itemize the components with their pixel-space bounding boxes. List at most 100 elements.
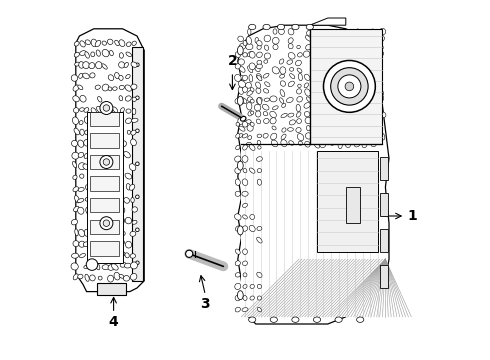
Ellipse shape (243, 226, 247, 231)
Ellipse shape (337, 61, 342, 66)
Ellipse shape (314, 119, 319, 125)
Ellipse shape (328, 57, 336, 64)
Ellipse shape (131, 118, 138, 122)
Bar (380, 229, 388, 252)
Ellipse shape (108, 184, 115, 192)
Ellipse shape (339, 29, 344, 35)
Ellipse shape (124, 63, 128, 68)
Polygon shape (242, 144, 382, 317)
Ellipse shape (371, 126, 376, 132)
Ellipse shape (114, 272, 120, 280)
Ellipse shape (362, 30, 368, 37)
Ellipse shape (102, 49, 109, 57)
Ellipse shape (247, 51, 253, 57)
Ellipse shape (379, 51, 384, 56)
Ellipse shape (243, 273, 247, 277)
Ellipse shape (117, 184, 123, 191)
Ellipse shape (86, 207, 90, 214)
Ellipse shape (305, 89, 311, 96)
Ellipse shape (337, 120, 343, 123)
Ellipse shape (250, 296, 254, 300)
Ellipse shape (98, 96, 102, 102)
Ellipse shape (346, 66, 353, 73)
Ellipse shape (256, 119, 261, 124)
Ellipse shape (295, 60, 301, 66)
Ellipse shape (263, 133, 268, 138)
Ellipse shape (245, 82, 251, 88)
Ellipse shape (79, 73, 83, 78)
Ellipse shape (304, 112, 310, 117)
Ellipse shape (235, 261, 241, 266)
Ellipse shape (90, 184, 94, 190)
Circle shape (323, 60, 375, 112)
Ellipse shape (247, 125, 253, 131)
Ellipse shape (339, 112, 344, 118)
Ellipse shape (120, 141, 126, 147)
Ellipse shape (91, 39, 97, 46)
Ellipse shape (361, 89, 368, 95)
Bar (346, 187, 360, 223)
Ellipse shape (281, 134, 286, 140)
Ellipse shape (238, 36, 244, 42)
Ellipse shape (240, 98, 245, 104)
Ellipse shape (346, 90, 351, 95)
Ellipse shape (91, 52, 95, 57)
Circle shape (100, 156, 113, 168)
Ellipse shape (296, 89, 301, 94)
Ellipse shape (362, 95, 368, 102)
Ellipse shape (83, 242, 89, 247)
Ellipse shape (131, 62, 137, 67)
Bar (87, 112, 122, 263)
Ellipse shape (243, 87, 247, 93)
Circle shape (331, 68, 368, 105)
Ellipse shape (130, 139, 136, 146)
Ellipse shape (289, 120, 295, 125)
Ellipse shape (346, 59, 351, 63)
Ellipse shape (288, 113, 294, 117)
Ellipse shape (255, 37, 259, 43)
Circle shape (338, 75, 361, 98)
Ellipse shape (247, 90, 253, 95)
Ellipse shape (370, 105, 376, 110)
Ellipse shape (257, 284, 262, 289)
Ellipse shape (239, 66, 245, 72)
Ellipse shape (78, 188, 84, 192)
Ellipse shape (270, 317, 277, 323)
Ellipse shape (78, 85, 83, 90)
Ellipse shape (96, 195, 101, 201)
Ellipse shape (102, 176, 108, 181)
Ellipse shape (107, 152, 112, 157)
Ellipse shape (256, 52, 262, 58)
Ellipse shape (247, 28, 251, 35)
Ellipse shape (90, 251, 94, 257)
Ellipse shape (108, 198, 114, 202)
Ellipse shape (240, 43, 245, 49)
Ellipse shape (305, 133, 312, 139)
Ellipse shape (304, 103, 310, 108)
Ellipse shape (119, 75, 123, 80)
Ellipse shape (236, 134, 240, 138)
Ellipse shape (256, 88, 261, 93)
Ellipse shape (95, 217, 102, 225)
Ellipse shape (85, 52, 89, 58)
Ellipse shape (379, 28, 386, 35)
Ellipse shape (125, 241, 132, 248)
Ellipse shape (248, 24, 256, 30)
Ellipse shape (322, 127, 328, 134)
Ellipse shape (73, 175, 77, 180)
Ellipse shape (277, 24, 285, 30)
Ellipse shape (95, 85, 100, 89)
Ellipse shape (74, 41, 79, 46)
Ellipse shape (322, 119, 326, 123)
Ellipse shape (246, 44, 253, 50)
Ellipse shape (119, 85, 124, 90)
Ellipse shape (96, 62, 102, 69)
Ellipse shape (306, 24, 314, 30)
Ellipse shape (241, 116, 246, 121)
Ellipse shape (243, 41, 247, 46)
Ellipse shape (280, 74, 285, 78)
Ellipse shape (279, 98, 284, 103)
Ellipse shape (71, 263, 78, 270)
Ellipse shape (95, 152, 101, 158)
Ellipse shape (119, 175, 123, 179)
